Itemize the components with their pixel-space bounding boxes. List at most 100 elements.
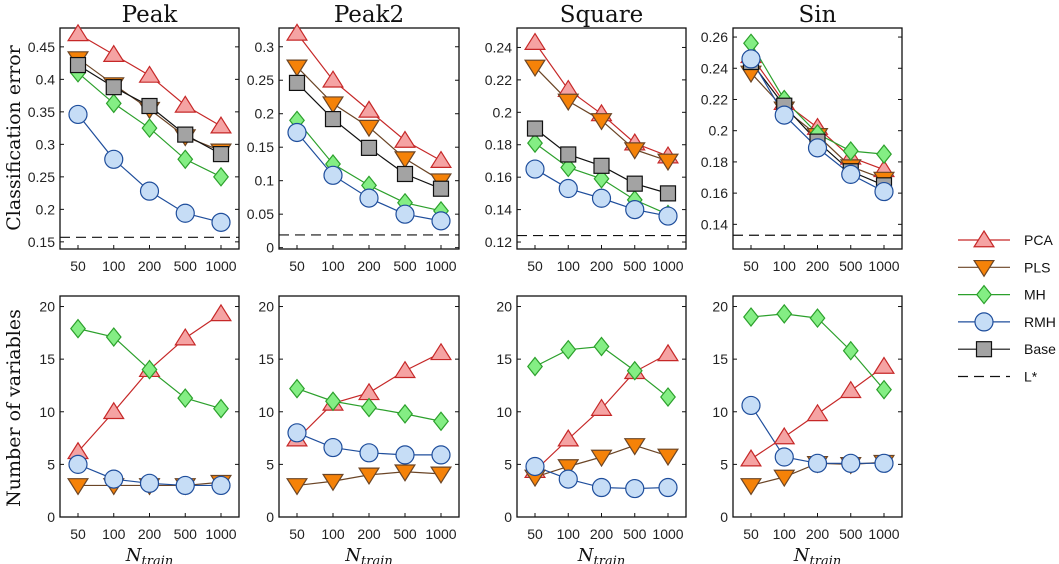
point-pca	[322, 70, 344, 88]
series-line-pca	[534, 42, 669, 157]
point-pls	[557, 459, 580, 477]
point-rmh	[395, 445, 415, 465]
xlabel: Ntrain	[344, 545, 392, 564]
point-rmh	[395, 204, 415, 224]
point-rmh	[558, 178, 578, 199]
point-rmh	[591, 188, 612, 208]
panel-peak: Peak 0.15 0.2 0.25 0.3 0.35 0.4 0.45 50 100 200 500…	[28, 2, 240, 274]
ytick-label: 5	[720, 456, 728, 472]
xtick-label: 200	[590, 258, 614, 274]
point-rmh	[558, 469, 578, 489]
point-rmh	[175, 203, 195, 223]
xlabel: Ntrain	[125, 545, 173, 564]
xtick-label: 200	[357, 526, 381, 542]
ytick-label: 0.15	[247, 139, 274, 155]
xlabel: Ntrain	[577, 545, 625, 564]
point-pls	[322, 473, 344, 492]
point-pls	[524, 59, 546, 78]
point-rmh	[431, 211, 451, 231]
point-mh	[177, 388, 194, 409]
ytick-label: 5	[47, 456, 55, 472]
point-pca	[394, 360, 416, 379]
legend-label: L*	[1024, 369, 1038, 385]
point-pca	[358, 100, 380, 118]
ytick-label: 0.2	[493, 104, 513, 120]
xtick-label: 200	[806, 258, 830, 274]
point-pca	[210, 116, 232, 134]
xtick-label: 200	[138, 258, 162, 274]
xtick-label: 1000	[652, 258, 683, 274]
ytick-label: 0.25	[247, 72, 274, 88]
ytick-label: 20	[258, 299, 274, 315]
xtick-label: 200	[138, 526, 162, 542]
point-mh	[325, 391, 341, 412]
point-mh	[560, 157, 577, 178]
point-mh	[177, 149, 194, 170]
point-rmh	[323, 437, 343, 458]
point-base	[396, 165, 414, 183]
ytick-label: 10	[712, 404, 728, 420]
point-mh	[289, 378, 305, 399]
point-pls	[286, 478, 308, 496]
point-rmh	[431, 445, 451, 465]
point-mh	[660, 387, 676, 407]
panel-title: Peak2	[334, 2, 404, 28]
legend-label: Base	[1024, 341, 1056, 357]
point-mh	[776, 303, 793, 324]
ytick-label: 10	[258, 404, 274, 420]
point-pls	[67, 478, 89, 496]
point-pca	[773, 426, 796, 445]
point-mh	[560, 339, 577, 360]
legend-item-base: Base	[958, 341, 1056, 358]
panel-peak2: Peak2 0 0.05 0.1 0.15 0.2 0.25 0.3 50 100 200 500 10…	[247, 2, 460, 274]
legend: PCA PLS MH RMH Base L*	[958, 229, 1056, 385]
point-rmh	[359, 188, 379, 208]
point-mh	[141, 118, 158, 139]
point-pca	[174, 95, 197, 113]
point-pls	[557, 93, 580, 112]
ytick-label: 0.22	[485, 72, 512, 88]
point-pls	[430, 466, 452, 484]
xtick-label: 200	[357, 258, 381, 274]
point-mh	[361, 397, 377, 418]
xtick-label: 100	[102, 258, 126, 274]
point-rmh	[525, 456, 545, 477]
ytick-label: 0	[47, 509, 55, 525]
legend-item-pls: PLS	[958, 259, 1050, 278]
panel-square: Square 0.12 0.14 0.16 0.18 0.2 0.22 0.24 50 100 20…	[485, 2, 687, 274]
point-base	[626, 175, 643, 192]
point-base	[659, 185, 677, 202]
point-base	[432, 180, 450, 197]
point-base	[212, 146, 230, 163]
legend-label: RMH	[1024, 314, 1056, 330]
xlabel-subscript: train	[810, 554, 842, 564]
point-pls	[657, 448, 679, 467]
legend-label: PLS	[1024, 259, 1050, 275]
point-mh	[433, 411, 449, 432]
ytick-label: 0.05	[247, 206, 274, 222]
ytick-label: 0.12	[485, 234, 512, 250]
ytick-label: 0.45	[28, 39, 55, 55]
xlabel-subscript: train	[594, 554, 626, 564]
xtick-label: 500	[839, 526, 863, 542]
panel-title: Sin	[799, 2, 837, 28]
ytick-label: 10	[39, 404, 55, 420]
xtick-label: 1000	[205, 258, 236, 274]
point-pca	[210, 303, 232, 322]
xtick-label: 500	[623, 526, 647, 542]
ylabel-classification-error: Classification error	[3, 44, 25, 230]
xtick-label: 100	[557, 526, 581, 542]
point-rmh	[211, 475, 231, 496]
panel-vars-4: 0 5 10 15 20 50 100 200 500 1000 Ntrain	[712, 295, 903, 564]
point-rmh	[359, 443, 379, 463]
point-mh	[213, 398, 229, 419]
point-pca	[430, 150, 452, 168]
legend-item-rmh: RMH	[958, 312, 1056, 332]
point-pca	[524, 32, 546, 50]
point-pls	[286, 59, 308, 77]
ytick-label: 0	[266, 509, 274, 525]
point-mh	[842, 340, 859, 361]
ytick-label: 0.3	[255, 39, 275, 55]
xtick-label: 50	[743, 526, 759, 542]
xtick-label: 500	[393, 526, 417, 542]
